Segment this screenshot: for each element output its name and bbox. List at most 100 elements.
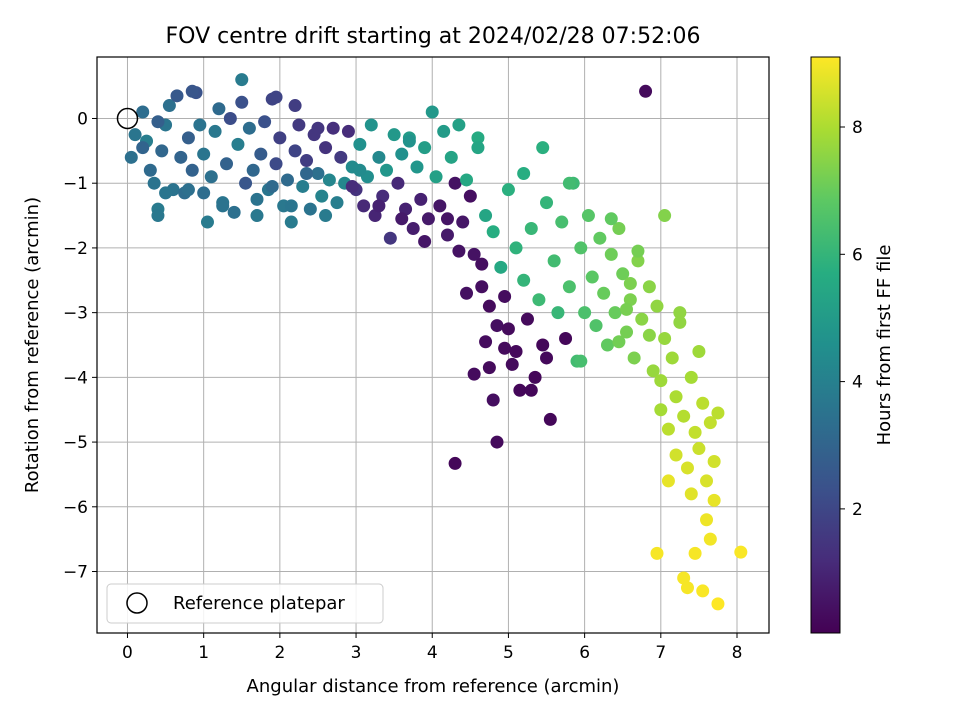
y-tick-label: 0: [77, 109, 88, 129]
data-point: [711, 597, 725, 611]
data-point: [448, 456, 462, 470]
reference-platepar-marker: [116, 107, 139, 130]
data-point: [456, 215, 470, 229]
data-point: [513, 383, 527, 397]
data-point: [589, 319, 603, 333]
data-point: [673, 315, 687, 329]
data-point: [136, 141, 150, 155]
data-point: [421, 212, 435, 226]
data-point: [661, 422, 675, 436]
data-point: [631, 254, 645, 268]
data-point: [688, 425, 702, 439]
data-point: [505, 357, 519, 371]
data-point: [593, 231, 607, 245]
data-point: [616, 267, 630, 281]
data-point: [231, 137, 245, 151]
data-point: [543, 412, 557, 426]
data-point: [284, 199, 298, 213]
data-point: [402, 134, 416, 148]
data-point: [467, 367, 481, 381]
data-points: [116, 73, 748, 611]
data-point: [460, 286, 474, 300]
data-point: [300, 154, 314, 168]
y-tick-label: −2: [63, 239, 88, 259]
data-point: [600, 338, 614, 352]
data-point: [696, 584, 710, 598]
data-point: [635, 312, 649, 326]
data-point: [414, 192, 428, 206]
x-tick-label: 0: [122, 643, 133, 663]
data-point: [185, 84, 199, 98]
data-point: [197, 186, 211, 200]
y-tick-label: −7: [63, 563, 88, 583]
data-point: [162, 99, 176, 113]
x-tick-label: 6: [579, 643, 590, 663]
data-point: [128, 128, 142, 142]
data-point: [471, 141, 485, 155]
data-point: [155, 144, 169, 158]
data-point: [136, 105, 150, 119]
data-point: [620, 302, 634, 316]
data-point: [475, 280, 489, 294]
data-point: [517, 273, 531, 287]
data-point: [665, 351, 679, 365]
colorbar: 2 4 6 8 Hours from first FF file: [810, 56, 895, 634]
colorbar-tick-label: 6: [852, 245, 863, 265]
data-point: [440, 212, 454, 226]
data-point: [471, 131, 485, 145]
data-point: [341, 124, 355, 138]
data-point: [444, 150, 458, 164]
data-point: [555, 215, 569, 229]
data-point: [574, 241, 588, 255]
data-point: [250, 192, 264, 206]
data-point: [395, 212, 409, 226]
x-tick-label: 3: [351, 643, 362, 663]
data-point: [300, 166, 314, 180]
data-point: [677, 409, 691, 423]
x-tick-label: 1: [198, 643, 209, 663]
data-point: [204, 170, 218, 184]
data-point: [212, 102, 226, 116]
colorbar-label: Hours from first FF file: [874, 245, 895, 446]
data-point: [147, 176, 161, 190]
colorbar-tick-label: 2: [852, 500, 863, 520]
colorbar-ticks: 2 4 6 8: [840, 118, 863, 520]
colorbar-tick-label: 8: [852, 118, 863, 138]
data-point: [395, 147, 409, 161]
plot-frame: [96, 56, 770, 634]
data-point: [124, 150, 138, 164]
data-point: [467, 247, 481, 261]
data-point: [498, 341, 512, 355]
data-point: [479, 209, 493, 223]
data-point: [692, 344, 706, 358]
data-point: [498, 289, 512, 303]
data-point: [235, 95, 249, 109]
data-point: [418, 234, 432, 248]
data-point: [562, 280, 576, 294]
data-point: [620, 325, 634, 339]
x-tick-label: 5: [503, 643, 514, 663]
data-point: [433, 199, 447, 213]
data-point: [650, 546, 664, 560]
data-point: [623, 277, 637, 291]
data-point: [193, 118, 207, 132]
data-point: [223, 111, 237, 125]
data-point: [551, 306, 565, 320]
chart-title: FOV centre drift starting at 2024/02/28 …: [166, 24, 701, 49]
data-point: [581, 209, 595, 223]
data-point: [669, 390, 683, 404]
data-point: [460, 173, 474, 187]
data-point: [254, 147, 268, 161]
data-point: [669, 448, 683, 462]
data-point: [680, 461, 694, 475]
data-point: [604, 247, 618, 261]
data-point: [520, 312, 534, 326]
data-point: [334, 150, 348, 164]
data-point: [642, 328, 656, 342]
data-point: [227, 205, 241, 219]
data-point: [311, 166, 325, 180]
colorbar-gradient: [810, 56, 841, 634]
grid-lines: [97, 57, 769, 633]
data-point: [380, 163, 394, 177]
